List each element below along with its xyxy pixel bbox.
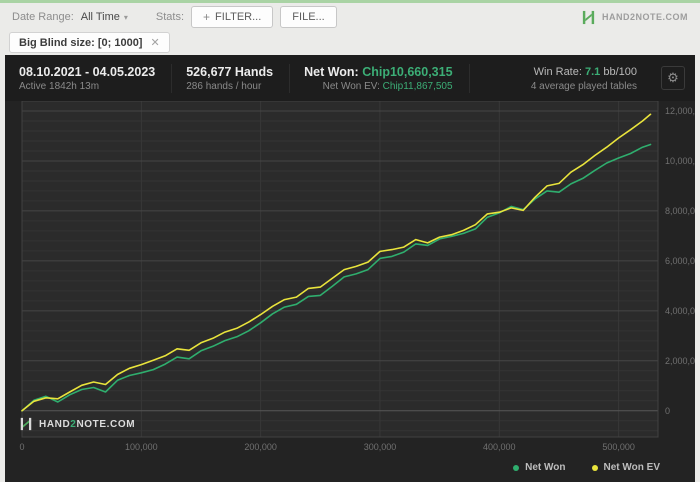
date-range-label: Date Range: <box>12 11 74 23</box>
svg-text:10,000,000: 10,000,000 <box>665 156 695 166</box>
svg-text:6,000,000: 6,000,000 <box>665 256 695 266</box>
net-won-ev-swatch <box>591 464 598 471</box>
win-rate-stat: Win Rate: 7.1 bb/100 4 average played ta… <box>531 64 647 93</box>
active-filters-row: Big Blind size: [0; 1000] ✕ <box>9 32 170 53</box>
big-blind-filter-tag: Big Blind size: [0; 1000] ✕ <box>9 32 170 53</box>
net-won-ev-legend-label: Net Won EV <box>603 462 660 473</box>
win-rate-label: Win Rate: <box>533 65 582 78</box>
legend-item-net-won-ev[interactable]: Net Won EV <box>591 462 660 473</box>
svg-text:300,000: 300,000 <box>364 442 397 452</box>
chart-canvas[interactable]: 0 100,000 200,000 300,000 400,000 500,000 0 2,0… <box>5 100 700 461</box>
brand-text: HAND2NOTE.COM <box>601 12 688 22</box>
net-won-swatch <box>513 464 520 471</box>
hands-count: 526,677 Hands <box>186 64 274 79</box>
hand2note-logo-icon <box>582 10 595 24</box>
net-won-ev-label: Net Won EV: <box>322 80 380 92</box>
plus-icon: + <box>203 10 211 24</box>
hands-stat: 526,677 Hands 286 hands / hour <box>186 63 291 93</box>
win-rate-value: 7.1 <box>584 65 601 78</box>
svg-text:400,000: 400,000 <box>483 442 516 452</box>
svg-text:200,000: 200,000 <box>244 442 277 452</box>
close-icon[interactable]: ✕ <box>150 37 160 49</box>
net-won-value: Chip10,660,315 <box>362 64 453 79</box>
win-rate-unit: bb/100 <box>603 65 637 78</box>
hand2note-watermark-icon <box>20 417 32 431</box>
stats-header: 08.10.2021 - 04.05.2023 Active 1842h 13m… <box>5 55 695 101</box>
window-accent-strip <box>0 0 700 3</box>
hands-per-hour: 286 hands / hour <box>186 80 262 92</box>
filter-button-label: FILTER... <box>215 11 262 23</box>
net-won-stat: Net Won: Chip10,660,315 Net Won EV: Chip… <box>304 63 470 93</box>
winnings-chart[interactable]: 0 100,000 200,000 300,000 400,000 500,000 0 2,0… <box>5 100 700 461</box>
net-won-label: Net Won: <box>304 64 359 79</box>
svg-text:100,000: 100,000 <box>125 442 158 452</box>
net-won-ev-value: Chip11,867,505 <box>382 80 453 92</box>
date-range-stat: 08.10.2021 - 04.05.2023 Active 1842h 13m <box>19 63 173 93</box>
graph-panel: 08.10.2021 - 04.05.2023 Active 1842h 13m… <box>5 55 700 482</box>
chevron-down-icon: ▾ <box>123 12 128 22</box>
avg-tables: 4 average played tables <box>530 80 637 92</box>
svg-text:0: 0 <box>19 442 24 452</box>
chart-legend: Net Won Net Won EV <box>513 462 660 473</box>
filter-tag-text: Big Blind size: [0; 1000] <box>19 36 143 49</box>
svg-text:4,000,000: 4,000,000 <box>665 306 695 316</box>
watermark-text: HAND2NOTE.COM <box>39 418 136 430</box>
legend-item-net-won[interactable]: Net Won <box>513 462 566 473</box>
net-won-legend-label: Net Won <box>525 462 566 473</box>
gear-icon[interactable]: ⚙ <box>661 66 685 90</box>
hand2note-brand: HAND2NOTE.COM <box>581 10 688 25</box>
svg-text:12,000,000: 12,000,000 <box>665 106 695 116</box>
file-button[interactable]: FILE... <box>280 6 337 28</box>
stats-label: Stats: <box>155 11 185 23</box>
svg-text:500,000: 500,000 <box>602 442 635 452</box>
svg-text:8,000,000: 8,000,000 <box>665 206 695 216</box>
filter-button[interactable]: + FILTER... <box>191 6 274 28</box>
chart-watermark: HAND2NOTE.COM <box>19 417 135 431</box>
active-time: Active 1842h 13m <box>19 80 100 92</box>
svg-text:0: 0 <box>665 406 670 416</box>
date-range-value: All Time <box>80 11 120 23</box>
date-range-dropdown[interactable]: All Time ▾ <box>81 11 128 23</box>
svg-text:2,000,000: 2,000,000 <box>665 356 695 366</box>
session-date-range: 08.10.2021 - 04.05.2023 <box>19 64 156 79</box>
file-button-label: FILE... <box>292 11 325 23</box>
toolbar: Date Range: All Time ▾ Stats: + FILTER..… <box>0 3 700 31</box>
